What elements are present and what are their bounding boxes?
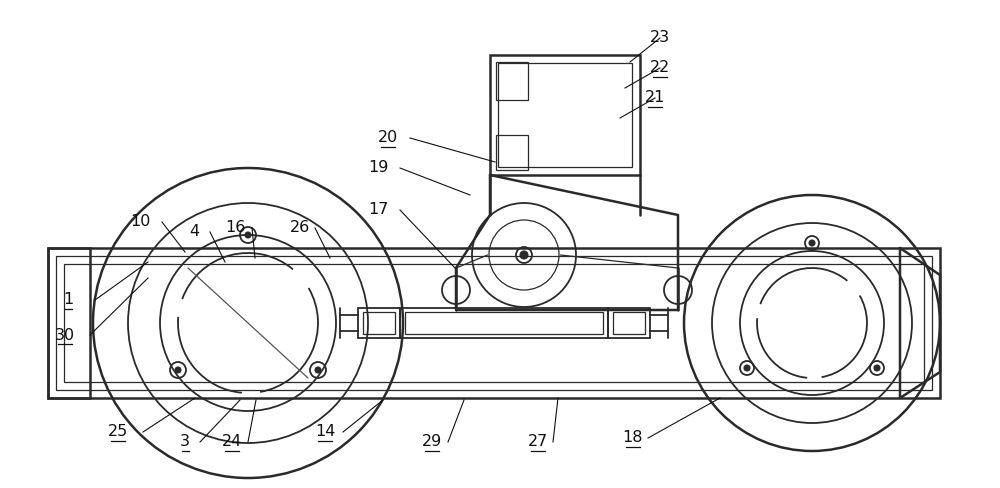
Text: 25: 25 (108, 425, 128, 440)
Circle shape (245, 232, 251, 238)
Bar (48, 248, 90, 398)
Bar (496, 135, 528, 170)
Text: 3: 3 (180, 434, 190, 449)
Text: 14: 14 (315, 425, 335, 440)
Bar (490, 55, 640, 175)
Bar (358, 308, 400, 338)
Text: 26: 26 (290, 221, 310, 236)
Circle shape (809, 240, 815, 246)
Text: 30: 30 (55, 327, 75, 343)
Bar (608, 308, 650, 338)
Text: 1: 1 (63, 292, 73, 307)
Text: 18: 18 (623, 430, 643, 446)
Text: 23: 23 (650, 30, 670, 45)
Text: 16: 16 (225, 221, 245, 236)
Text: 21: 21 (645, 90, 665, 105)
Bar (613, 312, 645, 334)
Text: 27: 27 (528, 434, 548, 449)
Bar (64, 264, 924, 382)
Circle shape (874, 365, 880, 371)
Bar (496, 62, 528, 100)
Text: 24: 24 (222, 434, 242, 449)
Circle shape (315, 367, 321, 373)
Text: 17: 17 (368, 203, 388, 218)
Circle shape (175, 367, 181, 373)
Bar (400, 308, 608, 338)
Text: 22: 22 (650, 61, 670, 76)
Text: 10: 10 (130, 215, 150, 229)
Text: 29: 29 (422, 434, 442, 449)
Bar (56, 256, 932, 390)
Circle shape (744, 365, 750, 371)
Circle shape (520, 251, 528, 259)
Text: 4: 4 (189, 224, 199, 240)
Text: 20: 20 (378, 130, 398, 145)
Text: 19: 19 (368, 161, 388, 176)
Bar (363, 312, 395, 334)
Bar (498, 63, 632, 167)
Bar (48, 248, 940, 398)
Bar (405, 312, 603, 334)
